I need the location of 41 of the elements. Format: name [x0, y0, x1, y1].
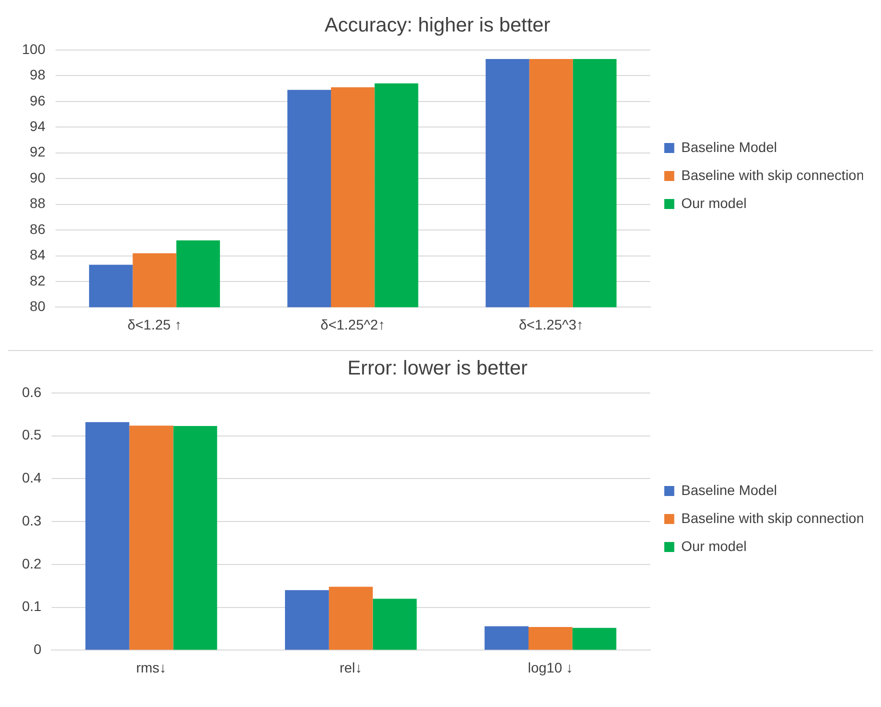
x-tick-label: δ<1.25 ↑ [127, 316, 182, 332]
y-tick-label: 84 [30, 246, 46, 263]
y-tick-label: 0.2 [22, 555, 42, 572]
x-tick-label: rel↓ [340, 659, 362, 676]
y-tick-label: 0.3 [22, 512, 42, 528]
bar [284, 590, 329, 650]
x-tick-label: log10 ↓ [528, 659, 574, 676]
y-tick-label: 0.5 [22, 426, 42, 443]
bar [173, 426, 218, 650]
chart-title: Error: lower is better [347, 358, 528, 380]
bar [372, 598, 417, 650]
legend-label: Our model [681, 194, 747, 211]
x-tick-label: δ<1.25^2↑ [320, 316, 386, 332]
y-tick-label: 0.4 [22, 470, 42, 486]
bar [328, 586, 373, 650]
y-tick-label: 94 [30, 118, 46, 134]
legend-label: Baseline with skip connection [681, 166, 864, 183]
y-tick-label: 80 [30, 298, 46, 314]
y-tick-label: 100 [22, 40, 46, 57]
chart-title: Accuracy: higher is better [324, 14, 551, 37]
y-tick-label: 0 [34, 641, 42, 658]
bar [572, 628, 616, 650]
y-tick-label: 96 [30, 92, 46, 108]
legend-label: Our model [681, 538, 747, 554]
y-tick-label: 0.6 [22, 384, 42, 400]
y-tick-label: 92 [30, 144, 46, 160]
y-tick-label: 98 [30, 66, 46, 83]
legend-label: Baseline Model [681, 138, 777, 155]
y-tick-label: 86 [30, 220, 46, 237]
legend-label: Baseline with skip connection [681, 510, 864, 526]
y-tick-label: 90 [30, 169, 46, 186]
legend-label: Baseline Model [681, 482, 777, 498]
x-tick-label: rms↓ [136, 659, 166, 676]
bar [129, 426, 174, 650]
bar [85, 422, 130, 650]
x-tick-label: δ<1.25^3↑ [518, 316, 584, 332]
y-tick-label: 82 [30, 272, 46, 288]
y-tick-label: 0.1 [22, 598, 42, 614]
bar [484, 626, 528, 650]
y-tick-label: 88 [30, 195, 46, 212]
bar [528, 627, 572, 650]
